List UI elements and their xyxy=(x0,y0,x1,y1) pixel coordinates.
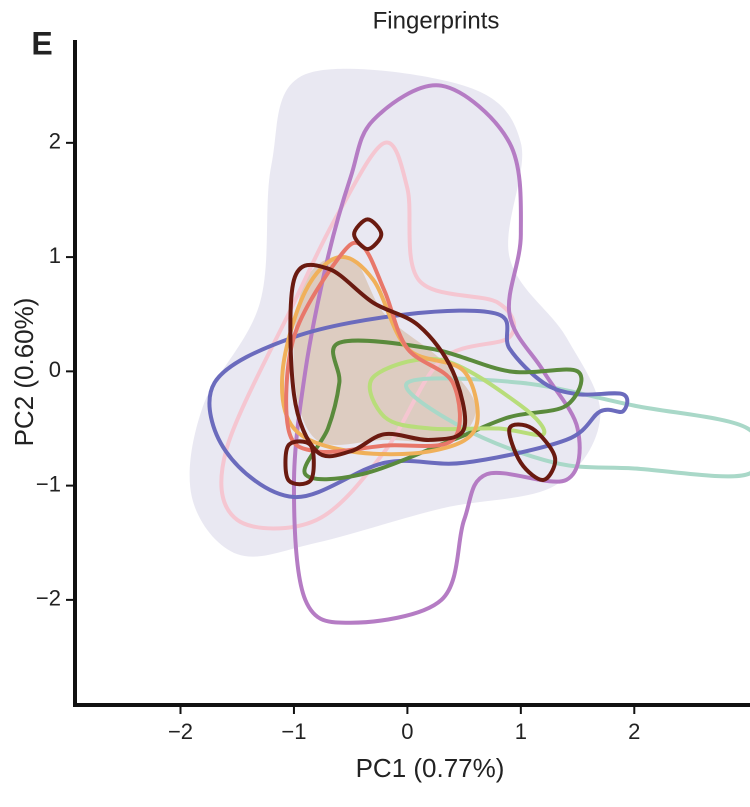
contour xyxy=(284,240,462,454)
contour xyxy=(291,83,582,625)
contour xyxy=(302,338,584,482)
y-tick-label: −2 xyxy=(36,586,61,611)
y-tick-label: 2 xyxy=(49,129,61,154)
y-tick-label: 1 xyxy=(49,243,61,268)
y-axis-label: PC2 (0.60%) xyxy=(9,298,39,447)
contour xyxy=(352,217,384,252)
x-tick-label: 1 xyxy=(515,719,527,744)
plot-area xyxy=(189,68,750,625)
panel-letter: E xyxy=(31,25,52,61)
contour xyxy=(404,376,750,479)
y-tick-label: 0 xyxy=(49,357,61,382)
x-tick-label: 0 xyxy=(401,719,413,744)
x-axis-label: PC1 (0.77%) xyxy=(356,753,505,783)
contour xyxy=(507,422,558,482)
x-tick-label: −2 xyxy=(168,719,193,744)
chart-title: Fingerprints xyxy=(373,7,500,34)
contour xyxy=(207,308,630,500)
x-tick-label: 2 xyxy=(628,719,640,744)
x-tick-label: −1 xyxy=(281,719,306,744)
y-tick-label: −1 xyxy=(36,471,61,496)
contour xyxy=(288,262,468,459)
contour xyxy=(293,255,476,445)
contour xyxy=(279,254,480,457)
contour xyxy=(283,439,316,487)
